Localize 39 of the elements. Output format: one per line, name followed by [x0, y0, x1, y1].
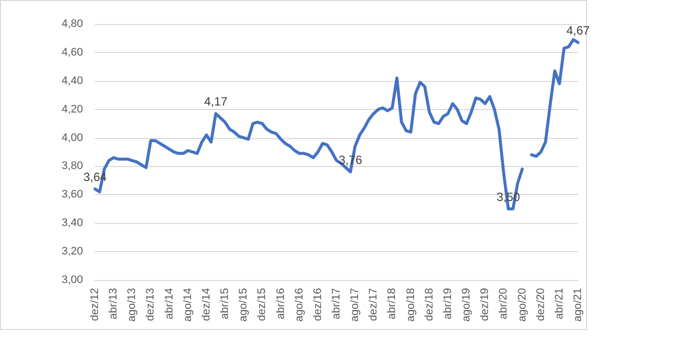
x-tick-label: ago/16 [293, 288, 306, 322]
x-tick-label: dez/13 [144, 288, 157, 322]
x-tick-label: dez/18 [423, 288, 436, 322]
x-tick-label: dez/15 [256, 288, 268, 322]
y-tick-label: 3,40 [62, 217, 83, 230]
y-tick-label: 3,60 [62, 188, 83, 201]
x-tick-label: dez/12 [89, 288, 101, 322]
y-tick-label: 4,20 [62, 103, 83, 116]
x-tick-label: ago/21 [572, 288, 584, 322]
data-label: 4,67 [566, 23, 590, 38]
x-tick-label: ago/13 [126, 288, 138, 322]
x-tick-label: abr/14 [163, 288, 176, 320]
x-tick-label: abr/13 [108, 288, 120, 320]
y-tick-label: 4,40 [62, 74, 83, 87]
x-tick-label: abr/18 [386, 288, 398, 320]
x-tick-label: abr/17 [330, 288, 342, 320]
x-tick-label: ago/20 [516, 288, 528, 322]
x-tick-label: abr/21 [553, 288, 566, 320]
y-tick-label: 4,80 [62, 18, 83, 30]
y-tick-label: 4,00 [62, 132, 83, 144]
x-tick-label: ago/15 [238, 288, 250, 322]
y-tick-label: 3,80 [62, 160, 83, 172]
x-tick-label: ago/19 [460, 288, 473, 322]
x-tick-label: ago/14 [182, 288, 194, 322]
x-tick-label: abr/16 [274, 288, 287, 320]
x-tick-label: dez/14 [200, 288, 212, 322]
x-tick-label: dez/19 [479, 288, 492, 322]
x-tick-label: abr/19 [442, 288, 454, 320]
x-tick-label: dez/16 [312, 288, 324, 322]
y-tick-label: 4,60 [62, 46, 83, 58]
x-tick-label: dez/20 [534, 288, 547, 322]
x-tick-label: abr/20 [498, 288, 510, 320]
x-tick-label: dez/17 [368, 288, 380, 322]
x-tick-label: ago/17 [349, 288, 362, 322]
x-tick-label: ago/18 [404, 288, 417, 322]
y-tick-label: 3,20 [62, 246, 83, 258]
x-tick-label: abr/15 [219, 288, 232, 320]
y-tick-label: 3,00 [62, 274, 83, 286]
data-label: 4,17 [204, 94, 228, 109]
